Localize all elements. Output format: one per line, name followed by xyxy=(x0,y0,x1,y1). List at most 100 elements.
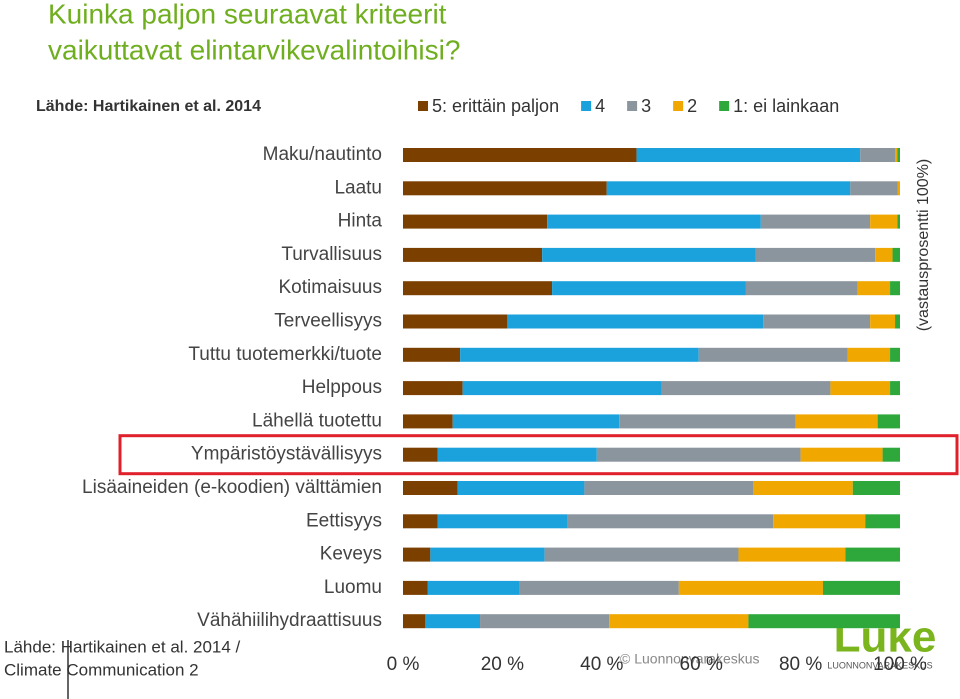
highlight-box xyxy=(118,434,959,476)
x-tick-label: 100 % xyxy=(873,654,927,675)
bar-segment xyxy=(519,580,679,595)
bar-segment xyxy=(847,347,891,362)
legend-label: 3 xyxy=(641,96,651,116)
bar-segment xyxy=(830,381,891,396)
category-label: Tuttu tuotemerkki/tuote xyxy=(188,344,382,365)
category-label: Kotimaisuus xyxy=(279,277,383,298)
bar-segment xyxy=(738,547,846,562)
category-label: Lisäaineiden (e-koodien) välttämien xyxy=(82,477,382,498)
category-label: Laatu xyxy=(334,177,382,198)
bar-segment xyxy=(403,148,637,162)
bar-segment xyxy=(403,514,438,529)
bar-segment xyxy=(425,614,481,629)
bar-segment xyxy=(462,381,662,396)
bar-segment xyxy=(748,614,900,629)
category-label: Keveys xyxy=(320,544,382,565)
bar-segment xyxy=(822,580,900,595)
bar-segment xyxy=(552,281,746,296)
bar-segment xyxy=(403,214,548,229)
category-label: Turvallisuus xyxy=(281,244,382,265)
legend-swatch xyxy=(418,101,428,111)
bar-segment xyxy=(403,614,426,629)
category-label: Ympäristöystävällisyys xyxy=(191,444,382,465)
bar-segment xyxy=(403,247,543,262)
bar-segment xyxy=(852,481,900,495)
category-label: Maku/nautinto xyxy=(263,144,382,165)
bar-segment xyxy=(877,414,900,429)
bar-segment xyxy=(452,414,620,429)
bar-segment xyxy=(795,414,878,429)
bar-segment xyxy=(698,347,848,362)
bar-segment xyxy=(897,214,900,229)
bar-segment xyxy=(860,148,896,162)
bar-segment xyxy=(678,580,823,595)
footer: Climate Communication 2 xyxy=(4,660,199,679)
bar-segment xyxy=(427,580,520,595)
legend-swatch xyxy=(627,101,638,111)
bar-segment xyxy=(760,214,871,229)
legend-label: 1: ei lainkaan xyxy=(733,96,839,116)
x-tick-label: 0 % xyxy=(387,654,420,675)
title-line: vaikuttavat elintarvikevalintoihisi? xyxy=(48,34,460,65)
bar-segment xyxy=(890,347,900,362)
bar-segment xyxy=(542,247,756,262)
legend-swatch xyxy=(673,101,684,111)
x-tick-label: 80 % xyxy=(779,654,822,675)
bar-segment xyxy=(865,514,900,529)
category-label: Vähähiilihydraattisuus xyxy=(197,610,382,631)
category-label: Helppous xyxy=(302,377,382,398)
title-line: Kuinka paljon seuraavat kriteerit xyxy=(48,0,447,29)
category-label: Terveellisyys xyxy=(274,311,382,332)
bar-segment xyxy=(636,148,861,162)
bar-segment xyxy=(882,447,900,462)
x-tick-label: 40 % xyxy=(580,654,623,675)
bar-segment xyxy=(850,181,898,196)
bar-segment xyxy=(403,314,508,329)
bar-segment xyxy=(745,281,858,296)
bar-segment xyxy=(437,514,568,529)
subtitle: Lähde: Hartikainen et al. 2014 xyxy=(36,98,261,115)
bar-segment xyxy=(870,314,896,329)
bar-segment xyxy=(619,414,796,429)
bar-segment xyxy=(763,314,871,329)
bar-segment xyxy=(857,281,891,296)
bar-segment xyxy=(403,547,431,562)
logo-tagline: LUONNONVARAKESKUS xyxy=(827,660,932,670)
bar-segment xyxy=(430,547,545,562)
category-label: Luomu xyxy=(324,577,382,598)
bar-segment xyxy=(547,214,761,229)
bar-segment xyxy=(403,381,463,396)
bar-segment xyxy=(755,247,876,262)
bar-segment xyxy=(403,281,553,296)
bar-segment xyxy=(895,314,900,329)
bar-segment xyxy=(403,481,458,495)
bar-segment xyxy=(403,414,453,429)
category-label: Hinta xyxy=(338,211,383,232)
bar-segment xyxy=(892,247,900,262)
bar-segment xyxy=(845,547,900,562)
bar-segment xyxy=(890,281,900,296)
x-tick-label: 60 % xyxy=(680,654,723,675)
bar-segment xyxy=(897,181,900,196)
bar-segment xyxy=(403,580,428,595)
category-label: Eettisyys xyxy=(306,510,382,531)
legend-label: 5: erittäin paljon xyxy=(432,96,559,116)
axis-note: (vastausprosentti 100%) xyxy=(915,159,932,332)
bar-segment xyxy=(507,314,764,329)
category-label: Lähellä tuotettu xyxy=(252,410,382,431)
bar-segment xyxy=(596,447,801,462)
bar-segment xyxy=(403,347,461,362)
x-tick-label: 20 % xyxy=(481,654,524,675)
legend-swatch xyxy=(581,101,592,111)
bar-segment xyxy=(773,514,866,529)
footer: Lähde: Hartikainen et al. 2014 / xyxy=(4,637,241,656)
bar-segment xyxy=(480,614,610,629)
legend-label: 4 xyxy=(595,96,605,116)
bar-segment xyxy=(403,181,607,196)
legend-swatch xyxy=(719,101,730,111)
bar-segment xyxy=(567,514,774,529)
bar-segment xyxy=(544,547,739,562)
bar-segment xyxy=(895,148,898,162)
bar-segment xyxy=(460,347,699,362)
